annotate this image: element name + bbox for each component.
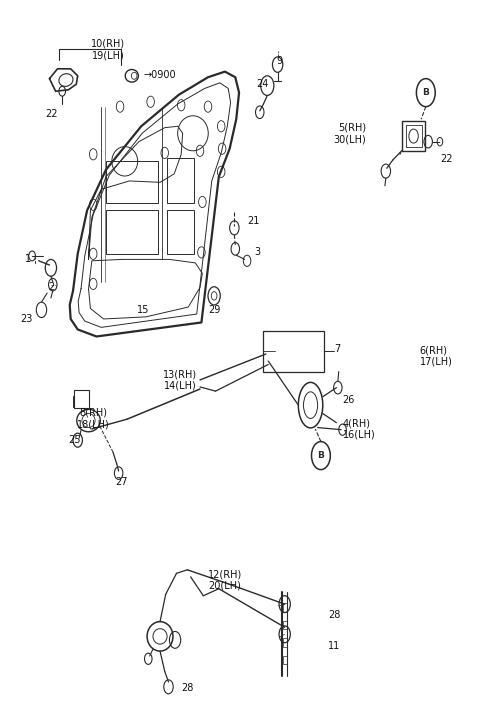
Text: 28: 28 — [181, 684, 193, 694]
Circle shape — [312, 442, 330, 470]
Text: 6(RH)
17(LH): 6(RH) 17(LH) — [420, 345, 453, 367]
Bar — [263, 331, 324, 372]
Text: B: B — [422, 88, 429, 97]
Text: 22: 22 — [440, 154, 452, 164]
Text: 23: 23 — [20, 314, 32, 324]
Text: 10(RH)
19(LH): 10(RH) 19(LH) — [91, 39, 125, 60]
Bar — [283, 638, 287, 647]
Text: 12(RH)
20(LH): 12(RH) 20(LH) — [208, 569, 242, 591]
Bar — [106, 210, 157, 254]
Bar — [402, 122, 425, 151]
Text: 8(RH)
18(LH): 8(RH) 18(LH) — [77, 408, 109, 430]
Bar — [406, 125, 421, 147]
Text: 26: 26 — [343, 395, 355, 405]
Text: 24: 24 — [256, 79, 268, 89]
Bar — [283, 656, 287, 664]
Circle shape — [416, 79, 435, 107]
Text: 28: 28 — [328, 611, 341, 621]
Bar — [167, 158, 194, 203]
Text: B: B — [317, 451, 324, 460]
Bar — [283, 621, 287, 629]
Text: 5(RH)
30(LH): 5(RH) 30(LH) — [333, 122, 366, 144]
Text: 21: 21 — [247, 216, 259, 226]
Text: →0900: →0900 — [144, 70, 176, 80]
Text: 29: 29 — [208, 305, 220, 315]
Text: 2: 2 — [48, 282, 55, 292]
Bar — [74, 390, 88, 408]
Text: 3: 3 — [254, 247, 260, 257]
Bar — [283, 603, 287, 612]
Text: 25: 25 — [68, 435, 81, 445]
Text: 22: 22 — [46, 109, 58, 119]
Text: 27: 27 — [115, 477, 128, 487]
Text: 4(RH)
16(LH): 4(RH) 16(LH) — [343, 418, 375, 440]
Bar — [106, 162, 157, 203]
Bar — [167, 210, 194, 254]
Text: 11: 11 — [328, 641, 341, 651]
Text: 13(RH)
14(LH): 13(RH) 14(LH) — [163, 369, 197, 390]
Text: 1: 1 — [25, 255, 31, 265]
Text: 7: 7 — [334, 344, 340, 354]
Text: 9: 9 — [276, 56, 282, 66]
Text: 15: 15 — [137, 305, 150, 315]
